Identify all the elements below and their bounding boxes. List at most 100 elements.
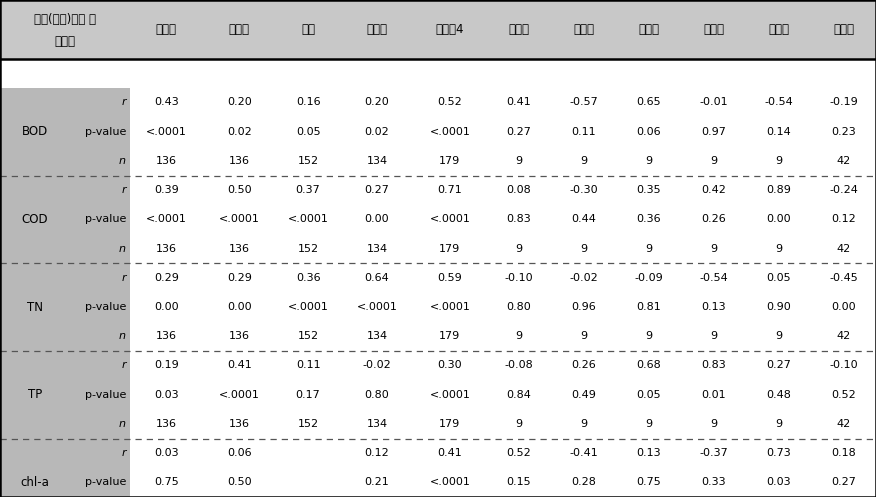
Bar bbox=[486, 292, 551, 322]
Text: 0.28: 0.28 bbox=[571, 478, 597, 488]
Bar bbox=[551, 0, 616, 59]
Bar bbox=[413, 234, 486, 263]
Bar bbox=[413, 88, 486, 117]
Text: 0.41: 0.41 bbox=[506, 97, 531, 107]
Bar bbox=[0, 88, 130, 117]
Text: r: r bbox=[122, 448, 126, 458]
Text: 0.52: 0.52 bbox=[437, 97, 463, 107]
Text: <.0001: <.0001 bbox=[357, 302, 398, 312]
Text: 0.59: 0.59 bbox=[437, 273, 463, 283]
Bar bbox=[341, 117, 413, 146]
Bar bbox=[551, 322, 616, 351]
Text: n: n bbox=[119, 244, 126, 253]
Text: 0.17: 0.17 bbox=[296, 390, 321, 400]
Text: 0.03: 0.03 bbox=[766, 478, 791, 488]
Bar bbox=[811, 0, 876, 59]
Text: 136: 136 bbox=[229, 244, 250, 253]
Text: 0.65: 0.65 bbox=[636, 97, 661, 107]
Text: 영산천: 영산천 bbox=[366, 23, 387, 36]
Bar bbox=[413, 438, 486, 468]
Text: -0.01: -0.01 bbox=[699, 97, 728, 107]
Bar bbox=[130, 380, 202, 410]
Bar bbox=[276, 292, 341, 322]
Bar bbox=[811, 322, 876, 351]
Bar bbox=[341, 292, 413, 322]
Bar bbox=[682, 410, 746, 438]
Text: 179: 179 bbox=[439, 419, 461, 429]
Text: 9: 9 bbox=[645, 331, 653, 341]
Bar bbox=[616, 175, 682, 205]
Text: -0.10: -0.10 bbox=[830, 360, 858, 370]
Text: 0.20: 0.20 bbox=[364, 97, 389, 107]
Text: -0.10: -0.10 bbox=[505, 273, 533, 283]
Bar bbox=[0, 351, 130, 380]
Bar bbox=[202, 410, 276, 438]
Bar bbox=[486, 0, 551, 59]
Bar bbox=[486, 351, 551, 380]
Bar bbox=[341, 175, 413, 205]
Bar bbox=[413, 117, 486, 146]
Bar bbox=[202, 175, 276, 205]
Bar bbox=[276, 351, 341, 380]
Text: 0.12: 0.12 bbox=[364, 448, 389, 458]
Text: 0.89: 0.89 bbox=[766, 185, 791, 195]
Text: 0.43: 0.43 bbox=[154, 97, 179, 107]
Bar bbox=[551, 468, 616, 497]
Text: 0.27: 0.27 bbox=[506, 127, 531, 137]
Bar bbox=[0, 263, 130, 292]
Text: 9: 9 bbox=[775, 419, 782, 429]
Text: 0.42: 0.42 bbox=[701, 185, 726, 195]
Bar bbox=[486, 468, 551, 497]
Bar bbox=[486, 380, 551, 410]
Text: 0.11: 0.11 bbox=[571, 127, 596, 137]
Text: p-value: p-value bbox=[85, 214, 126, 224]
Text: <.0001: <.0001 bbox=[429, 390, 470, 400]
Bar bbox=[0, 292, 130, 322]
Bar bbox=[276, 0, 341, 59]
Text: p-value: p-value bbox=[85, 478, 126, 488]
Text: COD: COD bbox=[22, 213, 48, 226]
Bar bbox=[616, 88, 682, 117]
Bar bbox=[413, 468, 486, 497]
Text: r: r bbox=[122, 360, 126, 370]
Bar bbox=[413, 292, 486, 322]
Text: n: n bbox=[119, 156, 126, 166]
Text: 연보저: 연보저 bbox=[703, 23, 724, 36]
Bar bbox=[0, 117, 130, 146]
Text: TP: TP bbox=[28, 388, 42, 401]
Bar bbox=[202, 263, 276, 292]
Text: -0.45: -0.45 bbox=[830, 273, 858, 283]
Bar bbox=[811, 410, 876, 438]
Text: <.0001: <.0001 bbox=[429, 214, 470, 224]
Bar bbox=[341, 410, 413, 438]
Text: 0.48: 0.48 bbox=[766, 390, 791, 400]
Bar bbox=[746, 410, 811, 438]
Bar bbox=[0, 410, 130, 438]
Bar bbox=[746, 117, 811, 146]
Text: -0.02: -0.02 bbox=[569, 273, 598, 283]
Bar bbox=[202, 88, 276, 117]
Text: <.0001: <.0001 bbox=[287, 302, 328, 312]
Text: 0.02: 0.02 bbox=[364, 127, 389, 137]
Text: 0.00: 0.00 bbox=[364, 214, 389, 224]
Bar bbox=[130, 234, 202, 263]
Bar bbox=[616, 380, 682, 410]
Bar bbox=[486, 322, 551, 351]
Text: -0.54: -0.54 bbox=[764, 97, 793, 107]
Text: 0.29: 0.29 bbox=[227, 273, 251, 283]
Text: 0.20: 0.20 bbox=[227, 97, 251, 107]
Bar bbox=[276, 175, 341, 205]
Text: 0.96: 0.96 bbox=[571, 302, 596, 312]
Text: 9: 9 bbox=[580, 419, 587, 429]
Bar bbox=[130, 410, 202, 438]
Bar bbox=[341, 351, 413, 380]
Text: 0.08: 0.08 bbox=[506, 185, 531, 195]
Bar bbox=[551, 438, 616, 468]
Text: 0.29: 0.29 bbox=[154, 273, 179, 283]
Bar bbox=[413, 205, 486, 234]
Text: 179: 179 bbox=[439, 244, 461, 253]
Text: 9: 9 bbox=[645, 156, 653, 166]
Text: 0.33: 0.33 bbox=[702, 478, 726, 488]
Text: 0.00: 0.00 bbox=[766, 214, 791, 224]
Bar bbox=[811, 263, 876, 292]
